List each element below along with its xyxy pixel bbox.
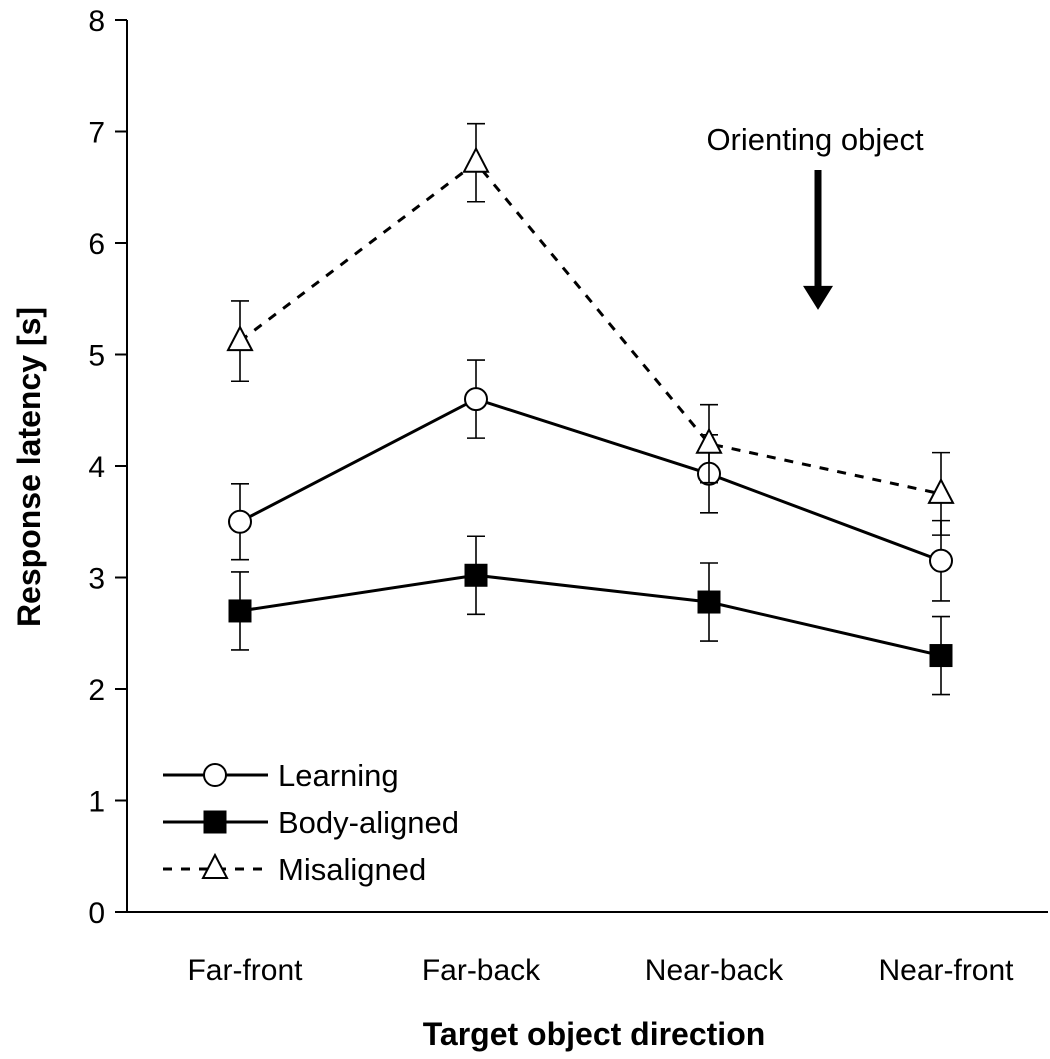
y-tick-label: 8	[88, 5, 105, 38]
annotation: Orienting object	[706, 122, 924, 310]
series-layer	[226, 122, 955, 696]
y-tick-label: 1	[88, 786, 105, 819]
series-learning	[228, 359, 953, 602]
triangle-marker	[201, 852, 229, 879]
x-tick-label: Far-back	[422, 954, 541, 987]
series-misaligned	[226, 122, 955, 536]
series-line	[239, 160, 942, 496]
square-marker	[929, 644, 953, 668]
x-tick-label: Far-front	[187, 954, 303, 987]
series-body-aligned	[228, 535, 953, 696]
circle-marker	[203, 763, 227, 787]
y-tick-label: 4	[88, 451, 105, 484]
triangle-marker	[462, 146, 490, 173]
x-tick-label: Near-front	[878, 954, 1014, 987]
y-tick-label: 6	[88, 228, 105, 261]
legend-item: Misaligned	[163, 852, 426, 887]
down-arrow-icon	[803, 170, 833, 310]
y-tick-label: 7	[88, 117, 105, 150]
square-marker	[697, 590, 721, 614]
y-axis-title: Response latency [s]	[11, 307, 47, 627]
y-ticks: 0 1 2 3 4 5 6 7 8	[88, 5, 127, 930]
legend-item: Learning	[163, 758, 399, 793]
annotation-label: Orienting object	[706, 122, 924, 157]
circle-marker	[929, 548, 953, 573]
x-axis-title: Target object direction	[423, 1016, 766, 1052]
legend: Learning Body-aligned Misaligned	[163, 758, 459, 887]
x-tick-label: Near-back	[645, 954, 784, 987]
legend-item: Body-aligned	[163, 805, 459, 840]
triangle-marker	[226, 324, 254, 352]
circle-marker	[464, 387, 488, 412]
square-marker	[228, 599, 252, 623]
legend-label: Body-aligned	[278, 805, 459, 840]
x-ticks: Far-front Far-back Near-back Near-front	[187, 954, 1014, 987]
triangle-marker	[927, 477, 955, 504]
y-tick-label: 2	[88, 674, 105, 707]
y-tick-label: 5	[88, 340, 105, 373]
triangle-marker	[695, 427, 723, 454]
legend-label: Misaligned	[278, 852, 426, 887]
circle-marker	[228, 509, 252, 534]
square-marker	[464, 563, 488, 587]
y-tick-label: 0	[88, 897, 105, 930]
y-tick-label: 3	[88, 563, 105, 596]
series-line	[239, 573, 942, 658]
series-line	[239, 397, 942, 563]
square-marker	[203, 810, 227, 834]
legend-label: Learning	[278, 758, 399, 793]
